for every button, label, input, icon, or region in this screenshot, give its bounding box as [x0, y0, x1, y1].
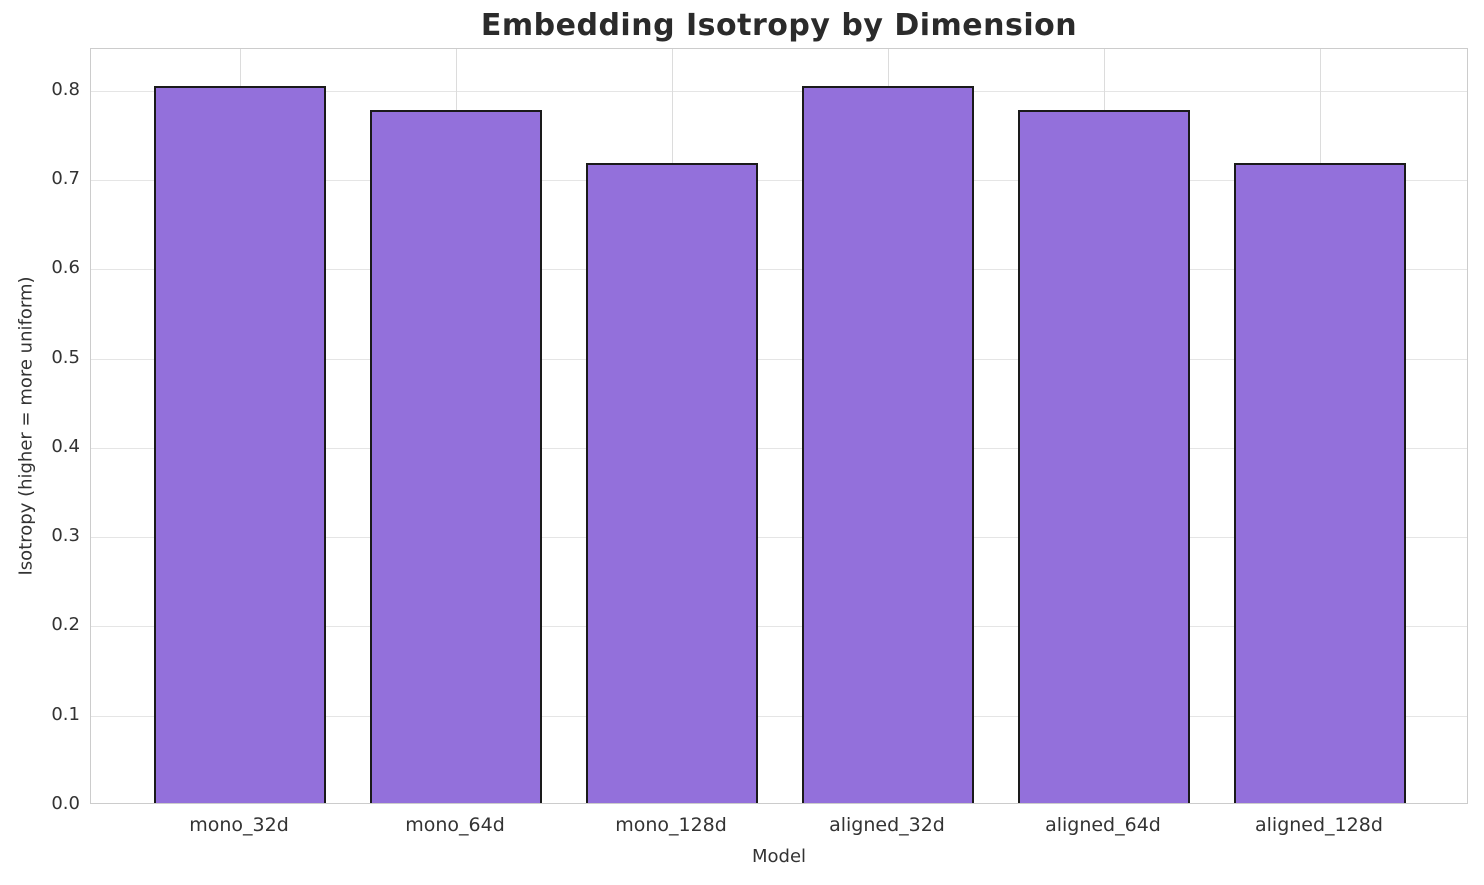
y-tick-label: 0.5: [51, 346, 80, 368]
x-axis-label: Model: [751, 846, 807, 867]
h-gridline-0.3: [91, 537, 1467, 539]
bar-aligned_32d: [801, 86, 975, 803]
y-tick-label: 0.6: [51, 257, 80, 279]
y-tick-label: 0.1: [51, 703, 80, 725]
y-tick-label: 0.0: [51, 793, 80, 814]
x-tick-label-mono_128d: mono_128d: [615, 814, 727, 836]
bar-mono_128d: [585, 163, 759, 803]
h-gridline-0.7: [91, 180, 1467, 182]
y-tick-label: 0.4: [51, 435, 80, 457]
h-gridline-0.4: [91, 447, 1467, 449]
bar-aligned_64d: [1017, 110, 1191, 803]
bar-aligned_128d: [1233, 163, 1407, 803]
h-gridline-0.5: [91, 358, 1467, 360]
x-tick-label-mono_32d: mono_32d: [189, 814, 289, 836]
x-tick-label-aligned_64d: aligned_64d: [1045, 814, 1161, 836]
plot-area: [90, 48, 1468, 804]
chart-title: Embedding Isotropy by Dimension: [480, 8, 1078, 43]
h-gridline-0.1: [91, 715, 1467, 717]
x-tick-label-mono_64d: mono_64d: [405, 814, 505, 836]
bar-mono_64d: [369, 110, 543, 803]
x-tick-label-aligned_128d: aligned_128d: [1255, 814, 1383, 836]
h-gridline-0.6: [91, 269, 1467, 271]
bar-mono_32d: [153, 86, 327, 803]
h-gridline-0.2: [91, 626, 1467, 628]
y-tick-label: 0.3: [51, 525, 80, 547]
x-tick-label-aligned_32d: aligned_32d: [829, 814, 945, 836]
y-tick-label: 0.2: [51, 614, 80, 636]
y-tick-label: 0.7: [51, 168, 80, 190]
y-tick-label: 0.8: [51, 78, 80, 100]
h-gridline-0.8: [91, 90, 1467, 92]
